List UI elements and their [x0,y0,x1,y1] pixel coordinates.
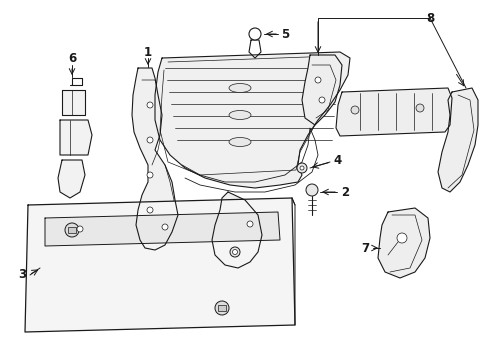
Polygon shape [378,208,430,278]
Text: 8: 8 [426,12,434,24]
Text: 2: 2 [341,185,349,198]
Polygon shape [336,88,452,136]
Circle shape [315,77,321,83]
Polygon shape [212,192,262,268]
Polygon shape [60,120,92,155]
Circle shape [65,223,79,237]
Polygon shape [302,55,342,125]
Circle shape [397,233,407,243]
Polygon shape [155,52,350,188]
Text: 1: 1 [144,45,152,59]
Polygon shape [438,88,478,192]
Circle shape [416,104,424,112]
Polygon shape [62,90,85,115]
Circle shape [147,207,153,213]
Text: 4: 4 [334,153,342,166]
Polygon shape [249,40,261,58]
Circle shape [300,166,304,170]
Ellipse shape [229,138,251,147]
Text: 6: 6 [68,51,76,64]
Circle shape [297,163,307,173]
Circle shape [247,221,253,227]
Circle shape [230,247,240,257]
Ellipse shape [229,84,251,93]
Text: 7: 7 [361,242,369,255]
Bar [218,305,226,311]
Circle shape [162,224,168,230]
Circle shape [232,249,238,255]
Text: 5: 5 [281,27,289,41]
Circle shape [249,28,261,40]
Text: 3: 3 [18,269,26,282]
Circle shape [147,172,153,178]
Circle shape [147,102,153,108]
Circle shape [306,184,318,196]
Polygon shape [58,160,85,198]
Bar [68,227,76,233]
Circle shape [215,301,229,315]
Circle shape [319,97,325,103]
Ellipse shape [229,111,251,120]
Circle shape [147,137,153,143]
Circle shape [77,226,83,232]
Circle shape [351,106,359,114]
Polygon shape [25,198,295,332]
Polygon shape [132,68,178,250]
Polygon shape [45,212,280,246]
